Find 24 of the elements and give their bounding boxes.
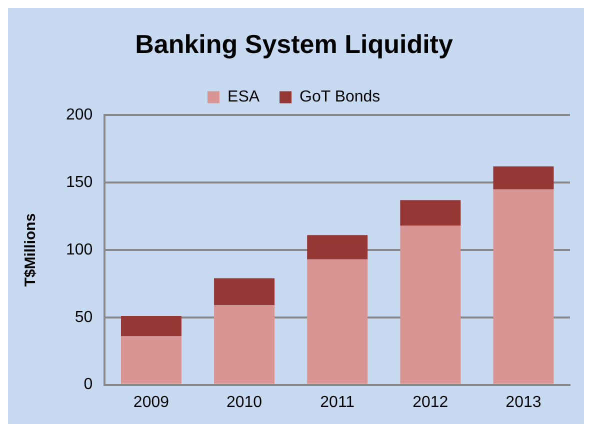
legend-label: GoT Bonds	[300, 88, 380, 106]
legend-label: ESA	[228, 88, 260, 106]
y-axis-title: T$Millions	[22, 213, 40, 287]
bar	[400, 226, 461, 384]
bar	[493, 166, 554, 190]
y-tick-label: 150	[66, 174, 93, 192]
y-tick-label: 100	[66, 241, 93, 258]
bar	[493, 189, 554, 384]
y-tick-label: 50	[74, 308, 93, 326]
x-tick-label: 2012	[412, 394, 448, 411]
bar	[307, 235, 368, 260]
chart-title: Banking System Liquidity	[135, 28, 454, 59]
bar	[307, 259, 368, 384]
bar	[400, 200, 461, 226]
x-tick-label: 2013	[506, 394, 542, 411]
bar	[214, 305, 275, 384]
x-tick-label: 2011	[320, 394, 355, 411]
y-tick-label: 0	[84, 376, 93, 394]
bar	[120, 336, 182, 384]
x-tick-label: 2010	[226, 394, 262, 411]
y-tick-label: 200	[66, 106, 93, 124]
bar	[214, 278, 275, 306]
bar	[120, 316, 182, 336]
x-tick-label: 2009	[133, 394, 170, 411]
